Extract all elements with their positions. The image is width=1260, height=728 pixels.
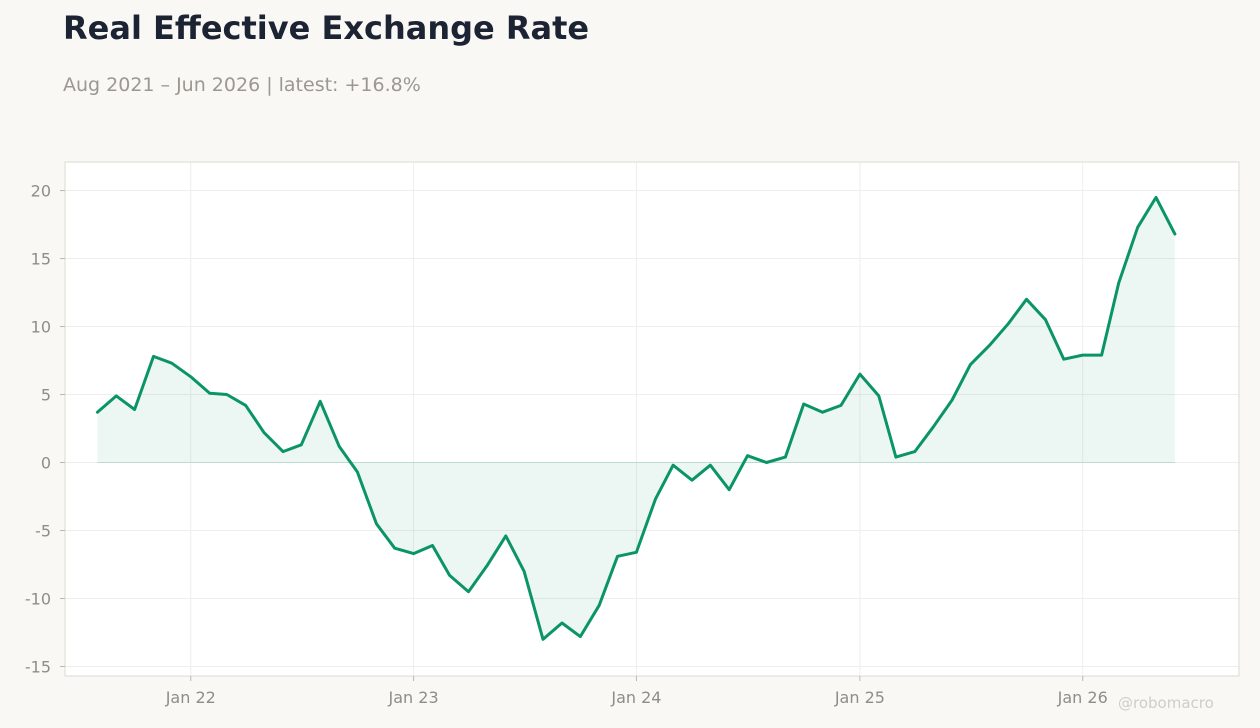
y-tick-label: 20 xyxy=(31,182,51,201)
data-point xyxy=(913,450,917,453)
plot-area xyxy=(65,162,1239,676)
data-point xyxy=(597,604,601,607)
data-point xyxy=(1044,318,1047,321)
data-point xyxy=(337,444,341,448)
data-point xyxy=(802,402,805,406)
data-point xyxy=(839,404,843,407)
data-point xyxy=(877,394,881,398)
data-point xyxy=(262,431,266,434)
grid-lines xyxy=(65,162,1239,676)
watermark: @robomacro xyxy=(1118,694,1214,712)
data-point xyxy=(522,570,526,573)
data-point xyxy=(1173,232,1177,236)
data-point xyxy=(1081,353,1084,357)
data-point xyxy=(858,372,862,376)
data-point xyxy=(1154,196,1158,199)
data-point xyxy=(281,450,285,453)
data-point xyxy=(244,404,247,407)
data-point xyxy=(393,546,396,550)
data-point xyxy=(412,552,415,555)
data-point xyxy=(616,555,619,558)
data-point xyxy=(931,425,935,429)
y-tick-label: -10 xyxy=(25,589,51,608)
data-point xyxy=(969,363,972,366)
y-tick-label: -15 xyxy=(25,657,51,676)
data-point xyxy=(300,443,303,447)
data-layer xyxy=(95,195,1177,641)
data-point xyxy=(1025,298,1028,301)
data-point xyxy=(654,498,657,501)
x-tick-label: Jan 22 xyxy=(165,688,216,707)
data-point xyxy=(1100,353,1103,357)
data-point xyxy=(784,455,787,459)
data-point xyxy=(467,590,470,593)
data-point xyxy=(1117,281,1120,285)
data-point xyxy=(208,391,211,395)
x-tick-label: Jan 24 xyxy=(610,688,661,707)
chart-subtitle: Aug 2021 – Jun 2026 | latest: +16.8% xyxy=(63,74,421,96)
data-point xyxy=(504,534,507,538)
data-point xyxy=(560,621,564,625)
data-point xyxy=(894,455,898,459)
plot-frame xyxy=(64,161,1240,677)
data-point xyxy=(821,411,824,414)
data-point xyxy=(728,488,731,491)
data-point xyxy=(579,635,582,638)
data-point xyxy=(1136,226,1139,229)
data-point xyxy=(356,470,359,474)
data-point xyxy=(448,574,451,577)
x-tick-label: Jan 23 xyxy=(388,688,439,707)
data-point xyxy=(318,400,322,403)
data-point xyxy=(115,394,118,398)
data-point xyxy=(709,464,712,467)
data-point xyxy=(746,454,749,457)
data-point xyxy=(375,522,378,525)
data-point xyxy=(170,362,174,365)
data-point xyxy=(189,375,192,379)
x-tick-label: Jan 25 xyxy=(834,688,885,707)
y-tick-label: 15 xyxy=(31,250,51,269)
data-point xyxy=(541,638,545,641)
data-point xyxy=(1007,322,1010,326)
chart-title: Real Effective Exchange Rate xyxy=(63,9,590,47)
data-point xyxy=(988,344,991,347)
data-point xyxy=(950,398,954,402)
y-tick-label: 10 xyxy=(31,318,51,337)
data-point xyxy=(133,408,136,411)
data-point xyxy=(485,564,489,568)
data-point xyxy=(690,478,694,482)
data-point xyxy=(96,411,99,414)
data-point xyxy=(152,355,155,358)
axis-labels: 20 15 10 5 0 -5 -10 -15 Jan 22 Jan 23 Jan 24 Jan 25… xyxy=(25,182,1108,707)
y-tick-label: 0 xyxy=(41,454,51,473)
data-point xyxy=(635,551,638,554)
x-tick-label: Jan 26 xyxy=(1057,688,1108,707)
data-point xyxy=(671,464,675,467)
data-point xyxy=(225,393,228,396)
data-point xyxy=(431,544,434,547)
data-point xyxy=(765,461,768,464)
data-point xyxy=(1062,357,1065,361)
y-tick-label: 5 xyxy=(41,386,51,405)
y-tick-label: -5 xyxy=(35,522,51,541)
